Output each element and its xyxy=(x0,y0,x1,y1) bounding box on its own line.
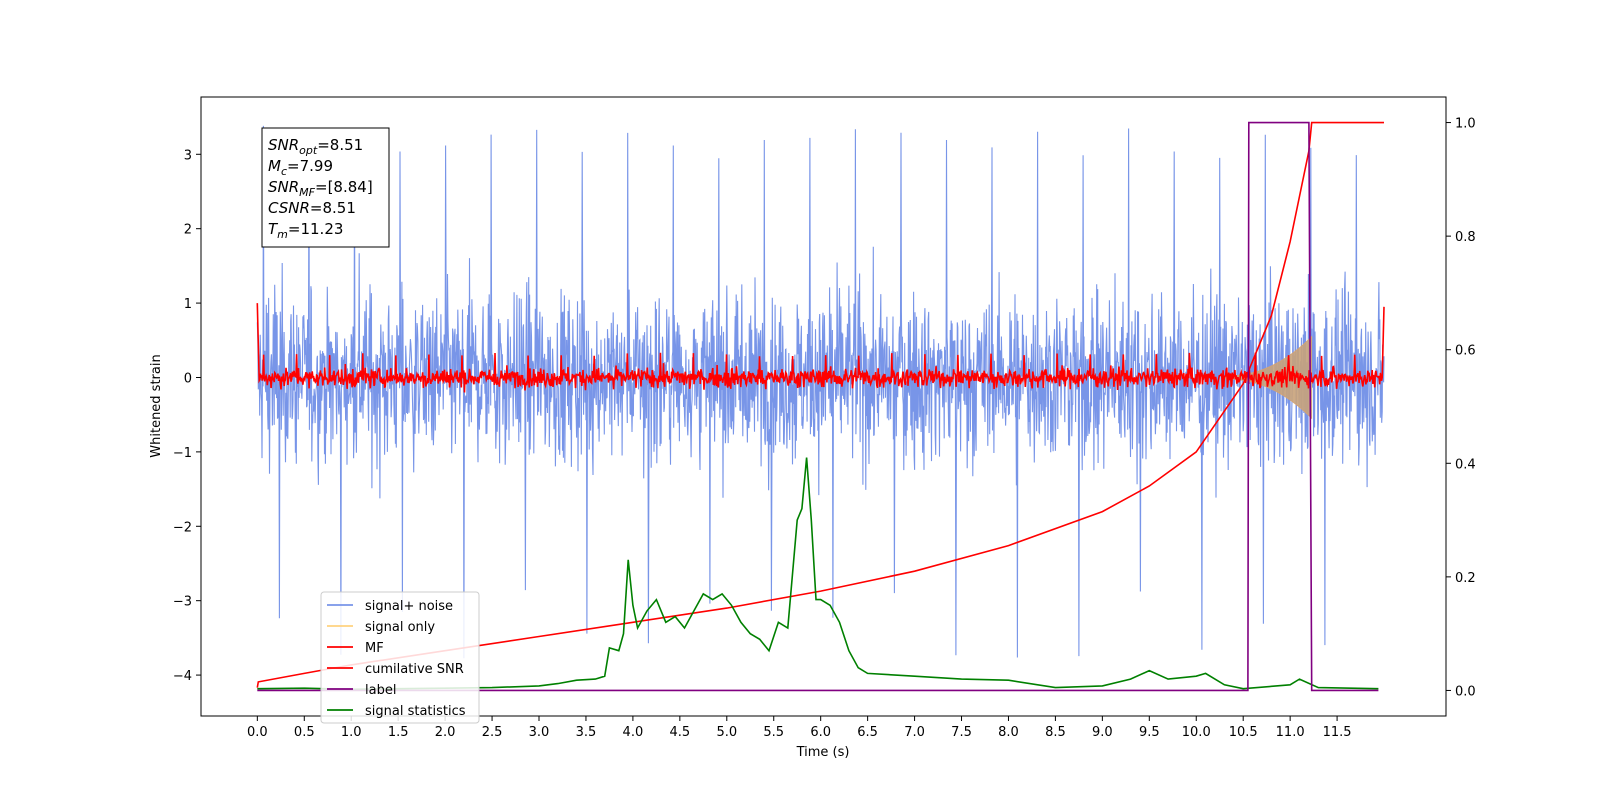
x-tick-label: 11.5 xyxy=(1323,725,1352,740)
y-tick-label-left: −3 xyxy=(173,595,192,610)
x-tick-label: 9.0 xyxy=(1092,725,1113,740)
y-tick-label-left: 2 xyxy=(184,223,192,238)
y-tick-label-left: 0 xyxy=(184,371,192,386)
plot-frame xyxy=(200,96,1447,717)
annotation-line: Tm=11.23 xyxy=(268,220,343,241)
series-mf xyxy=(256,303,1385,393)
y-tick-label-right: 0.4 xyxy=(1455,457,1476,472)
x-tick-label: 9.5 xyxy=(1139,725,1160,740)
y-tick-label-left: −1 xyxy=(173,446,192,461)
y-tick-label-left: −4 xyxy=(173,669,192,684)
x-tick-label: 8.0 xyxy=(998,725,1019,740)
x-axis-label: Time (s) xyxy=(796,745,850,760)
annotation-line: SNRMF=[8.84] xyxy=(268,178,373,199)
annotation-line: CSNR=8.51 xyxy=(268,199,356,217)
series-label xyxy=(257,121,1379,692)
x-tick-label: 8.5 xyxy=(1045,725,1066,740)
x-tick-label: 3.0 xyxy=(529,725,550,740)
y-tick-label-right: 0.0 xyxy=(1455,684,1476,699)
y-axis-label: Whitened strain xyxy=(149,354,164,457)
y-tick-label-right: 1.0 xyxy=(1455,117,1476,132)
x-tick-label: 10.5 xyxy=(1229,725,1258,740)
x-tick-label: 11.0 xyxy=(1276,725,1305,740)
x-tick-label: 0.0 xyxy=(247,725,268,740)
legend-entry: signal+ noise xyxy=(365,599,453,614)
x-tick-label: 4.5 xyxy=(670,725,691,740)
legend-entry: label xyxy=(365,683,396,698)
y-tick-label-left: 1 xyxy=(184,297,192,312)
x-tick-label: 1.5 xyxy=(388,725,409,740)
annotation-box xyxy=(261,127,390,248)
y-tick-label-left: −2 xyxy=(173,520,192,535)
y-tick-label-right: 0.8 xyxy=(1455,230,1476,245)
x-tick-label: 7.5 xyxy=(951,725,972,740)
legend-entry: signal statistics xyxy=(365,704,466,719)
x-tick-label: 5.5 xyxy=(763,725,784,740)
x-tick-label: 3.5 xyxy=(576,725,597,740)
legend-frame xyxy=(320,591,480,724)
x-tick-label: 1.0 xyxy=(341,725,362,740)
x-tick-label: 2.5 xyxy=(482,725,503,740)
series-signal-noise xyxy=(256,125,1385,659)
legend-entry: signal only xyxy=(365,620,435,635)
series-signal-statistics xyxy=(257,457,1379,691)
x-tick-label: 2.0 xyxy=(435,725,456,740)
x-tick-label: 0.5 xyxy=(294,725,315,740)
x-tick-label: 7.0 xyxy=(904,725,925,740)
x-tick-label: 6.5 xyxy=(857,725,878,740)
y-tick-label-right: 0.2 xyxy=(1455,571,1476,586)
annotation-line: Mc=7.99 xyxy=(268,157,333,178)
annotation-line: SNRopt=8.51 xyxy=(268,136,363,157)
legend: signal+ noise signal only MF cumilative SNR… xyxy=(320,591,480,724)
legend-entry: MF xyxy=(365,641,384,656)
x-tick-label: 5.0 xyxy=(716,725,737,740)
x-tick-label: 6.0 xyxy=(810,725,831,740)
y-tick-label-left: 3 xyxy=(184,148,192,163)
x-tick-label: 4.0 xyxy=(623,725,644,740)
y-tick-label-right: 0.6 xyxy=(1455,344,1476,359)
x-tick-label: 10.0 xyxy=(1182,725,1211,740)
legend-entry: cumilative SNR xyxy=(365,662,464,677)
